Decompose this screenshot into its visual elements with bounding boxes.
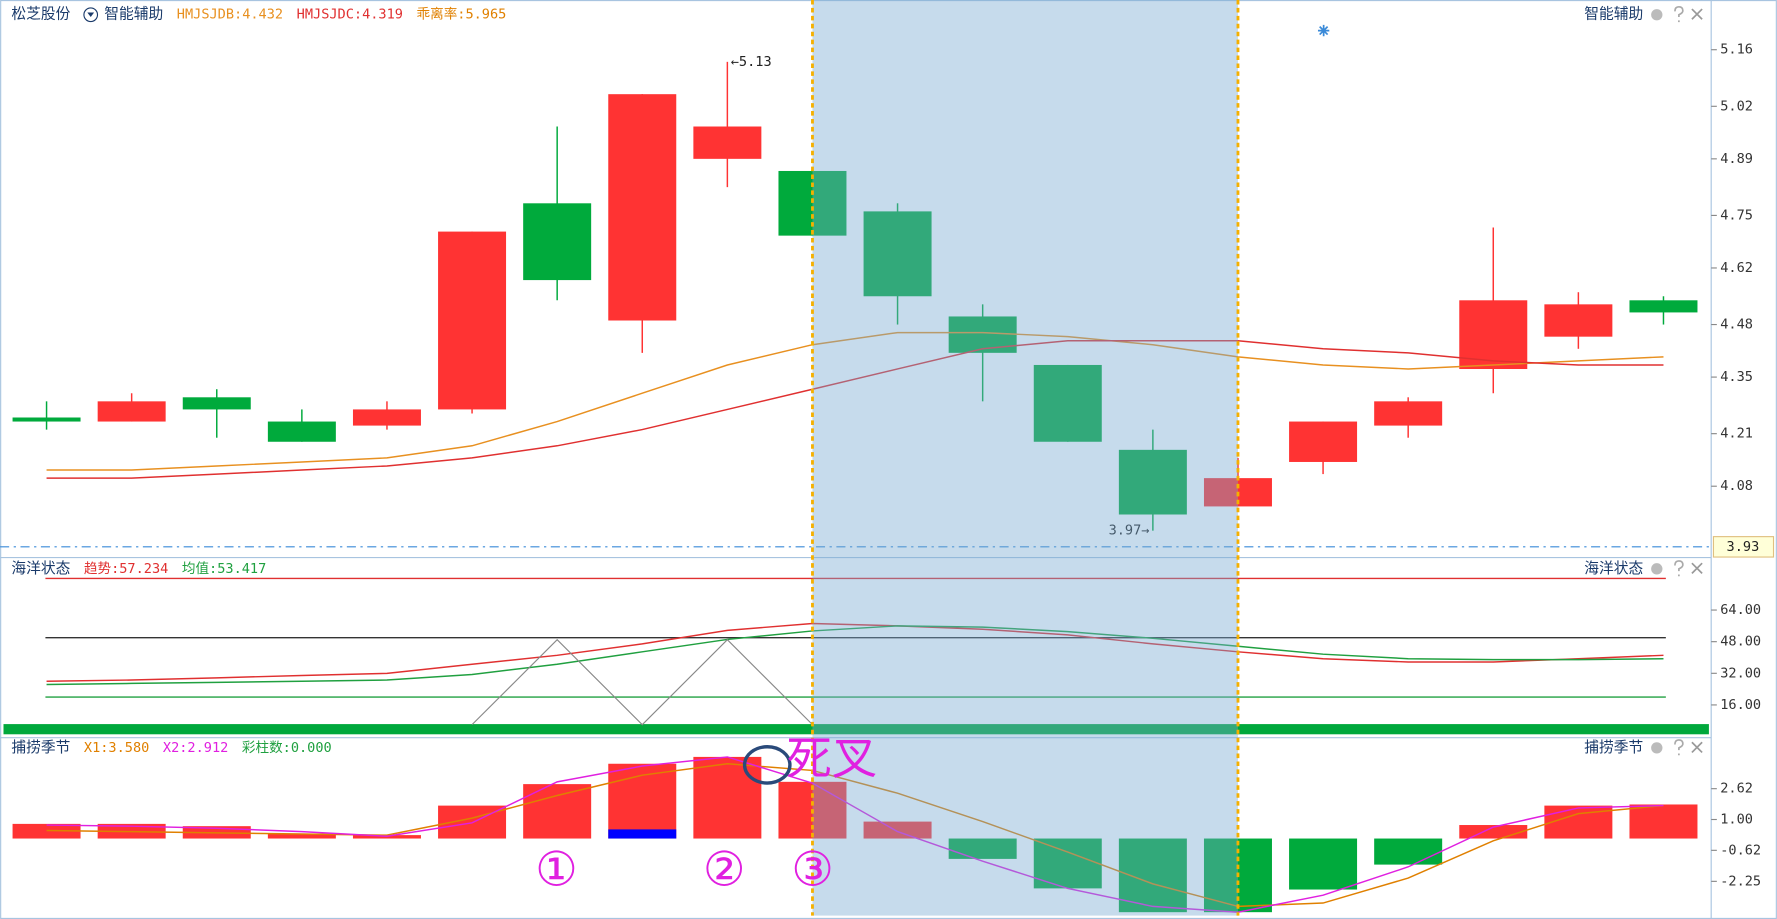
gear-icon[interactable] — [1651, 742, 1663, 754]
candle-body — [863, 211, 932, 297]
bar — [1289, 838, 1358, 890]
annotation: ② — [703, 843, 746, 898]
candle-body — [182, 397, 251, 410]
bar — [1629, 804, 1698, 839]
gear-icon[interactable] — [1651, 563, 1663, 575]
y-tick-label: -0.62 — [1720, 842, 1761, 858]
close-icon[interactable] — [1691, 741, 1703, 754]
series-line — [46, 625, 1664, 686]
candle-body — [1544, 304, 1613, 337]
legend-text: HMJSJDC:4.319 — [297, 7, 403, 23]
dropdown-icon — [83, 7, 99, 23]
y-tick-label: 5.02 — [1720, 98, 1753, 114]
series-line — [46, 763, 1664, 908]
min-label: 3.97→ — [1109, 523, 1150, 539]
bar — [1033, 838, 1102, 889]
annotation: 死叉 — [787, 732, 878, 785]
legend-text: 海洋状态 — [11, 560, 70, 577]
dropdown-icon — [87, 12, 95, 17]
series-line — [46, 331, 1664, 471]
close-icon[interactable] — [1691, 562, 1703, 574]
legend-text: 均值:53.417 — [182, 561, 266, 577]
candle-body — [1459, 300, 1528, 370]
candle-body — [693, 126, 762, 159]
annotation: ③ — [791, 843, 834, 898]
bar — [863, 821, 932, 839]
candle-body — [1118, 449, 1187, 515]
legend-text: X1:3.580 — [84, 740, 149, 756]
candle-body — [12, 417, 81, 422]
legend-text: 趋势:57.234 — [84, 561, 168, 577]
legend-text: 彩柱数:0.000 — [242, 740, 332, 756]
bar — [948, 838, 1017, 859]
y-tick-label: 4.21 — [1720, 426, 1753, 442]
base-band — [3, 724, 1709, 735]
bar — [1544, 805, 1613, 839]
y-tick-label: 4.75 — [1720, 207, 1753, 223]
y-tick-label: 4.62 — [1720, 260, 1753, 276]
y-tick-label: 5.16 — [1720, 42, 1753, 58]
legend-text: 乖离率:5.965 — [417, 6, 507, 23]
y-tick-label: -2.25 — [1720, 873, 1761, 889]
cross-circle — [742, 745, 792, 785]
gear-icon[interactable] — [1651, 9, 1663, 21]
help-icon[interactable] — [1674, 560, 1684, 577]
y-tick-label: 4.48 — [1720, 317, 1753, 333]
panel-title: 海洋状态 — [1584, 560, 1643, 577]
legend-text: 松芝股份 — [11, 6, 70, 23]
highlight-band — [812, 0, 1238, 916]
y-tick-label: 1.00 — [1720, 812, 1753, 828]
bar — [267, 833, 336, 839]
overlay-bar — [608, 829, 677, 839]
y-tick-label: 2.62 — [1720, 781, 1753, 797]
y-tick-label: 48.00 — [1720, 634, 1761, 650]
candle-body — [523, 203, 592, 281]
candle-body — [1033, 364, 1102, 442]
series-line — [46, 340, 1664, 479]
y-tick-label: 4.35 — [1720, 369, 1753, 385]
candle-body — [352, 409, 421, 426]
help-icon[interactable] — [1674, 739, 1684, 756]
candle-body — [97, 401, 166, 422]
series-line — [46, 756, 1664, 913]
legend-text: 智能辅助 — [104, 5, 163, 23]
y-tick-label: 16.00 — [1720, 697, 1761, 713]
y-tick-label: 4.89 — [1720, 151, 1753, 167]
candle-body — [608, 94, 677, 321]
bar — [523, 784, 592, 839]
bar — [1374, 838, 1443, 865]
close-icon[interactable] — [1691, 8, 1703, 20]
help-icon[interactable] — [1674, 5, 1684, 23]
last-price-box — [1712, 536, 1775, 558]
panel-title: 捕捞季节 — [1584, 739, 1643, 756]
legend-text: X2:2.912 — [163, 740, 228, 756]
bar — [693, 756, 762, 839]
candle-body — [438, 231, 507, 410]
max-label: ←5.13 — [731, 54, 772, 70]
series-line — [471, 638, 813, 726]
panel-title: 智能辅助 — [1584, 5, 1643, 23]
candle-body — [1629, 300, 1698, 313]
candle-body — [267, 421, 336, 442]
bar — [608, 763, 677, 839]
last-price-label: 3.93 — [1727, 539, 1760, 555]
y-tick-label: 4.08 — [1720, 478, 1753, 494]
legend-text: HMJSJDB:4.432 — [177, 7, 283, 23]
star-marker — [1317, 24, 1330, 37]
y-tick-label: 32.00 — [1720, 665, 1761, 681]
y-tick-label: 64.00 — [1720, 602, 1761, 618]
legend-text: 捕捞季节 — [11, 739, 70, 756]
candle-body — [1289, 421, 1358, 462]
annotation: ① — [535, 843, 578, 898]
candle-body — [1374, 401, 1443, 426]
series-line — [46, 622, 1664, 682]
